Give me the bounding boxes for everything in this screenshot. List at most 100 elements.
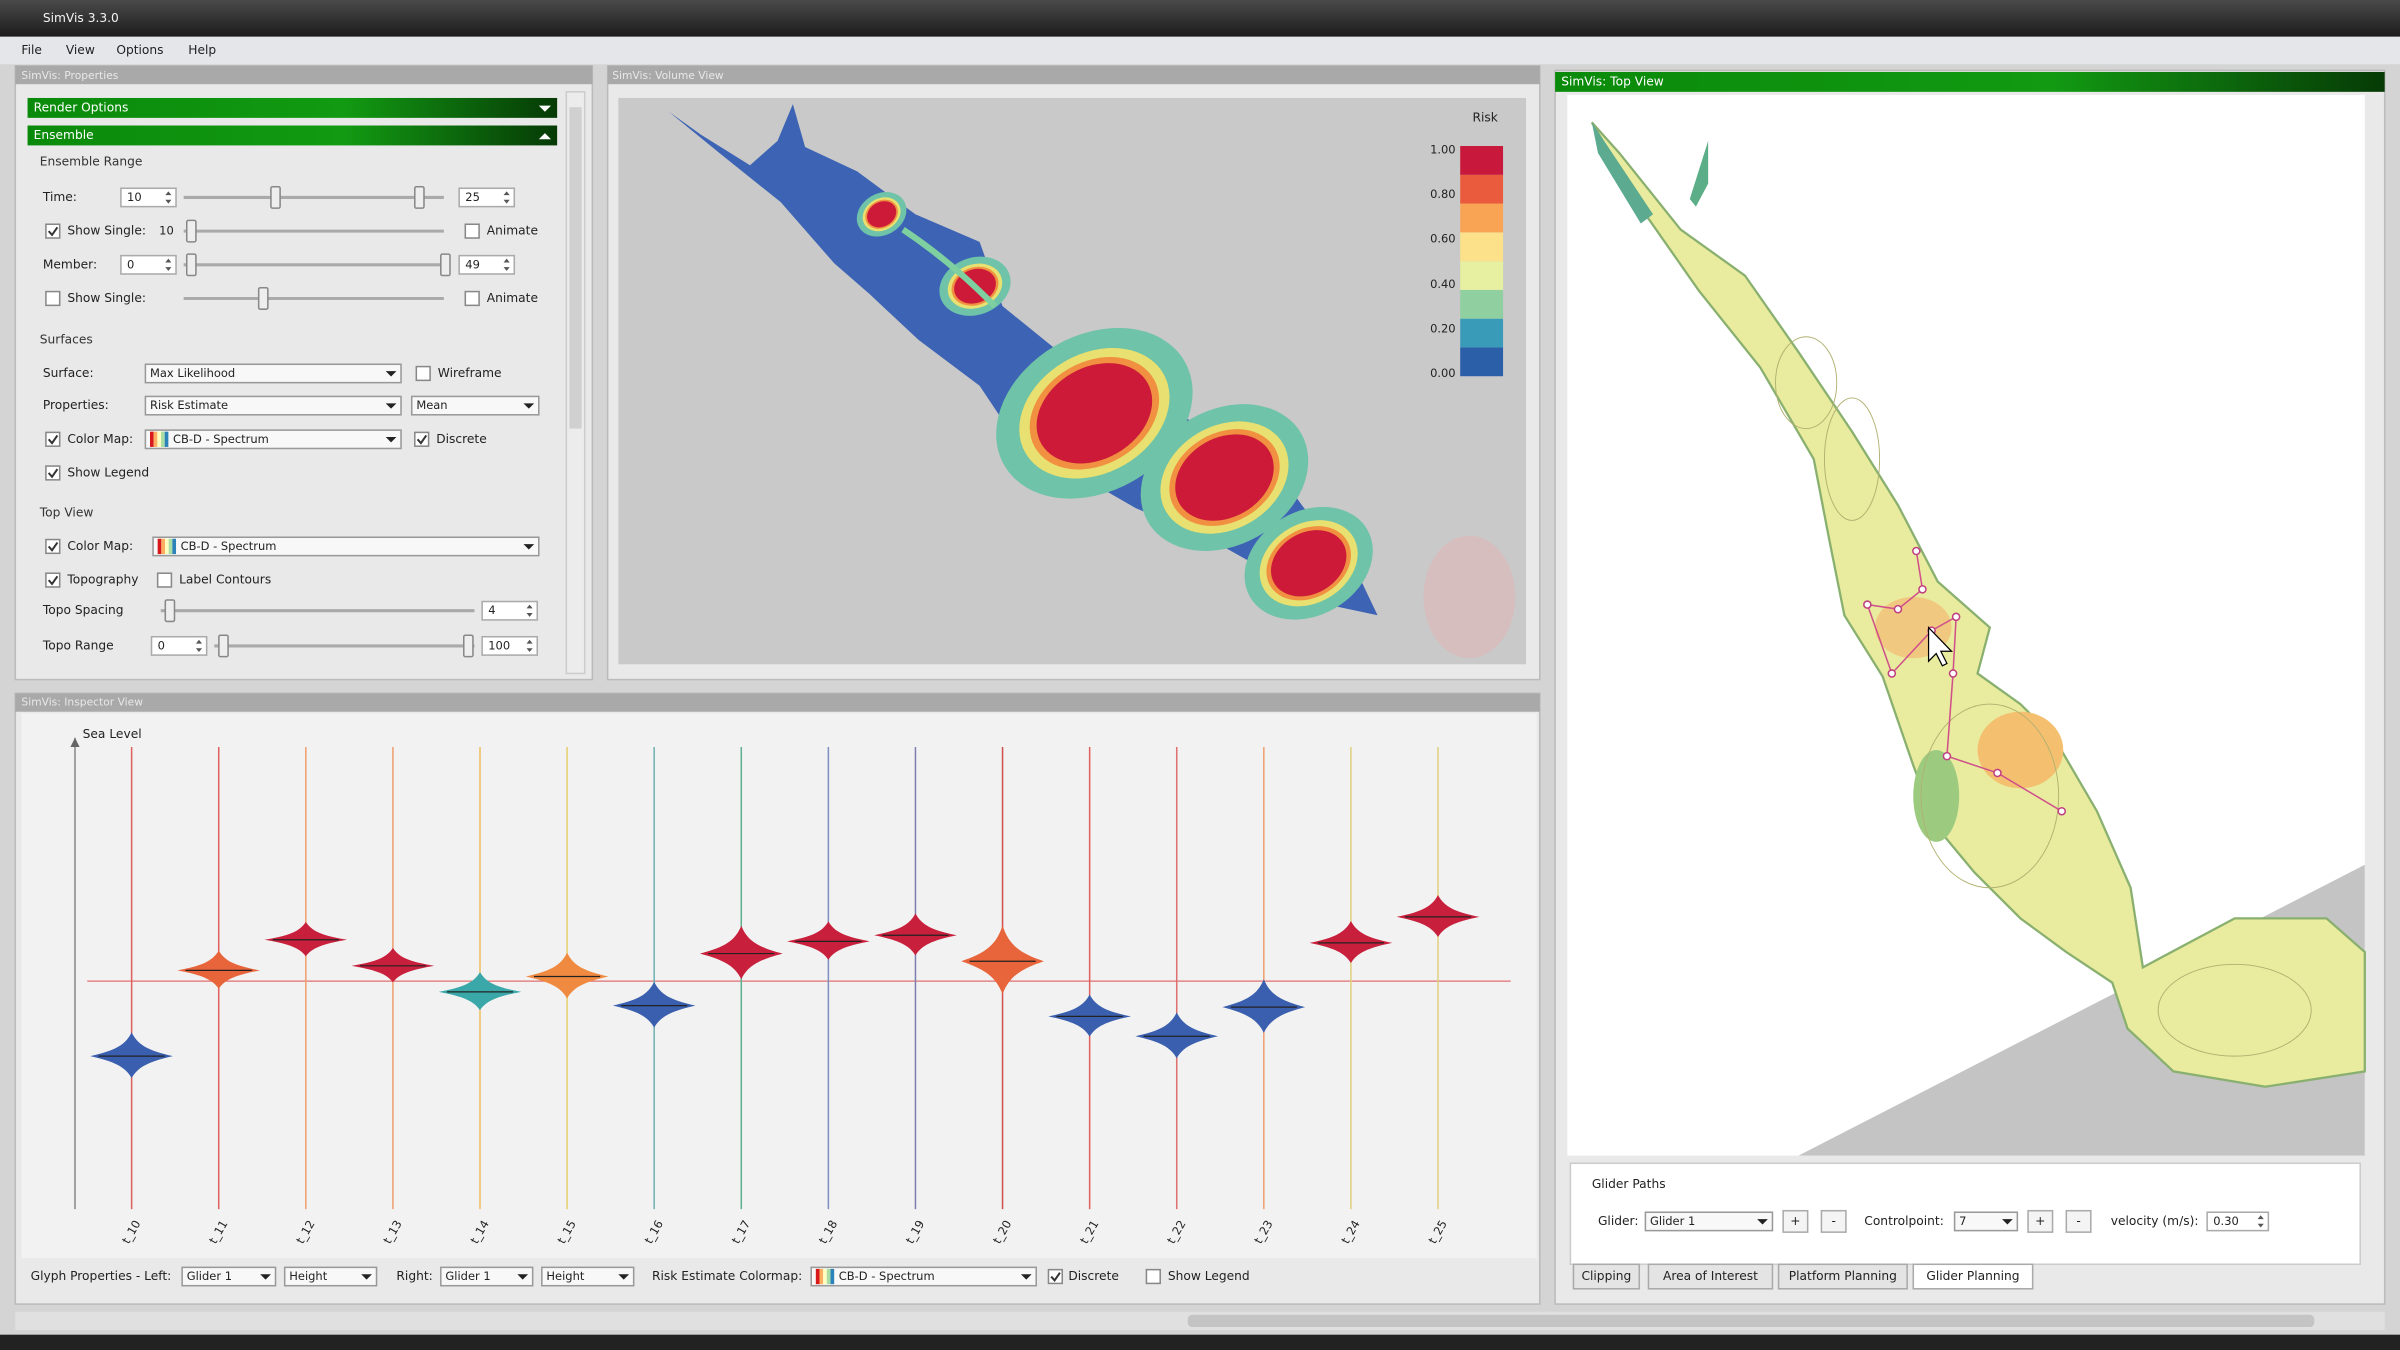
checkbox[interactable]	[414, 431, 430, 447]
control-point[interactable]	[1887, 669, 1897, 678]
combo-box[interactable]	[283, 1266, 378, 1287]
combo-value[interactable]: Glider 1	[187, 1269, 232, 1283]
section-bar[interactable]	[27, 125, 558, 146]
combo-box[interactable]	[144, 429, 402, 450]
button-label[interactable]: +	[2035, 1214, 2045, 1228]
spin-value[interactable]: 0.30	[2213, 1214, 2239, 1228]
checkbox[interactable]	[45, 431, 61, 447]
spin-value[interactable]: 10	[127, 190, 142, 204]
combo-value[interactable]: Glider 1	[445, 1269, 490, 1283]
combo-value[interactable]: Mean	[416, 398, 447, 412]
tab[interactable]	[1647, 1263, 1774, 1290]
checkbox[interactable]	[1145, 1268, 1161, 1285]
checkbox[interactable]	[415, 365, 431, 382]
button-label[interactable]: -	[1831, 1214, 1835, 1228]
button[interactable]	[2065, 1209, 2092, 1233]
control-point[interactable]	[1863, 600, 1872, 609]
spin-box[interactable]	[120, 254, 177, 275]
spin-box[interactable]	[150, 635, 208, 656]
checkbox[interactable]	[464, 290, 480, 307]
spin-value[interactable]: 0	[127, 257, 134, 271]
slider-handle[interactable]	[270, 185, 281, 209]
tab[interactable]	[1912, 1263, 2034, 1290]
slider-handle[interactable]	[414, 185, 425, 209]
combo-box[interactable]	[1644, 1211, 1774, 1232]
combo-value[interactable]: Height	[546, 1269, 584, 1283]
tab-label[interactable]: Glider Planning	[1926, 1269, 2019, 1283]
spin-value[interactable]: 100	[488, 638, 510, 652]
spin-box[interactable]	[481, 600, 539, 621]
combo-value[interactable]: 7	[1959, 1214, 1966, 1228]
checkbox[interactable]	[45, 465, 61, 481]
slider-handle[interactable]	[164, 599, 176, 623]
spin-value[interactable]: 25	[465, 190, 480, 204]
checkbox[interactable]	[45, 572, 61, 588]
spin-value[interactable]: 49	[465, 257, 480, 271]
menu-item[interactable]: File	[21, 43, 41, 57]
group-heading: Top View	[39, 505, 94, 519]
spin-box[interactable]	[2206, 1211, 2270, 1232]
combo-box[interactable]	[181, 1266, 277, 1287]
menu-item[interactable]: Help	[188, 43, 216, 57]
tab[interactable]	[1572, 1263, 1641, 1290]
checkbox[interactable]	[464, 223, 480, 239]
control-point[interactable]	[1893, 604, 1903, 614]
combo-box[interactable]	[810, 1266, 1037, 1287]
scrollbar-thumb[interactable]	[1187, 1314, 2315, 1328]
control-point[interactable]	[1993, 768, 2002, 778]
control-point[interactable]	[1948, 669, 1958, 678]
button-label[interactable]: -	[2076, 1214, 2080, 1228]
checkbox[interactable]	[45, 290, 61, 307]
scrollbar-thumb[interactable]	[569, 107, 582, 429]
control-point[interactable]	[2057, 806, 2067, 816]
button-label[interactable]: +	[1790, 1214, 1800, 1228]
menu-item[interactable]: View	[66, 43, 95, 57]
combo-value[interactable]: Height	[289, 1269, 327, 1283]
combo-value[interactable]: CB-D - Spectrum	[173, 432, 269, 446]
combo-value[interactable]: Glider 1	[1650, 1214, 1695, 1228]
section-title[interactable]: Render Options	[34, 100, 129, 114]
section-bar[interactable]	[27, 97, 558, 118]
spin-value[interactable]: 4	[488, 603, 495, 617]
button[interactable]	[1782, 1209, 1809, 1233]
button[interactable]	[1820, 1209, 1847, 1233]
slider-handle[interactable]	[257, 286, 269, 310]
checkbox[interactable]	[156, 572, 173, 588]
combo-value[interactable]: Max Likelihood	[150, 366, 235, 380]
tab[interactable]	[1777, 1263, 1908, 1290]
spin-box[interactable]	[481, 635, 539, 656]
spin-box[interactable]	[120, 187, 177, 208]
combo-value[interactable]: CB-D - Spectrum	[839, 1269, 935, 1283]
slider-handle[interactable]	[185, 253, 197, 277]
button[interactable]	[2027, 1209, 2054, 1233]
control-point[interactable]	[1951, 612, 1961, 622]
spin-value[interactable]: 0	[158, 638, 165, 652]
spin-box[interactable]	[458, 254, 516, 275]
slider-handle[interactable]	[440, 253, 451, 277]
tab-label[interactable]: Area of Interest	[1663, 1269, 1758, 1283]
combo-box[interactable]	[410, 395, 540, 416]
tab-label[interactable]: Clipping	[1581, 1269, 1631, 1283]
combo-box[interactable]	[1953, 1211, 2019, 1232]
combo-box[interactable]	[144, 395, 402, 416]
slider-handle[interactable]	[185, 219, 197, 243]
combo-box[interactable]	[144, 363, 402, 384]
control-point[interactable]	[1918, 585, 1927, 594]
combo-box[interactable]	[541, 1266, 635, 1287]
control-point[interactable]	[1942, 751, 1952, 761]
combo-box[interactable]	[440, 1266, 534, 1287]
combo-box[interactable]	[152, 536, 540, 557]
control-point[interactable]	[1912, 546, 1921, 556]
menu-item[interactable]: Options	[116, 43, 163, 57]
slider-handle[interactable]	[463, 634, 474, 658]
checkbox[interactable]	[45, 223, 61, 239]
combo-value[interactable]: Risk Estimate	[150, 398, 228, 412]
slider-handle[interactable]	[218, 634, 229, 658]
checkbox[interactable]	[1047, 1268, 1064, 1285]
spin-box[interactable]	[458, 187, 516, 208]
combo-value[interactable]: CB-D - Spectrum	[181, 539, 277, 553]
legend-band	[1460, 261, 1504, 290]
checkbox[interactable]	[45, 538, 61, 555]
section-title[interactable]: Ensemble	[34, 128, 94, 142]
tab-label[interactable]: Platform Planning	[1789, 1269, 1897, 1283]
